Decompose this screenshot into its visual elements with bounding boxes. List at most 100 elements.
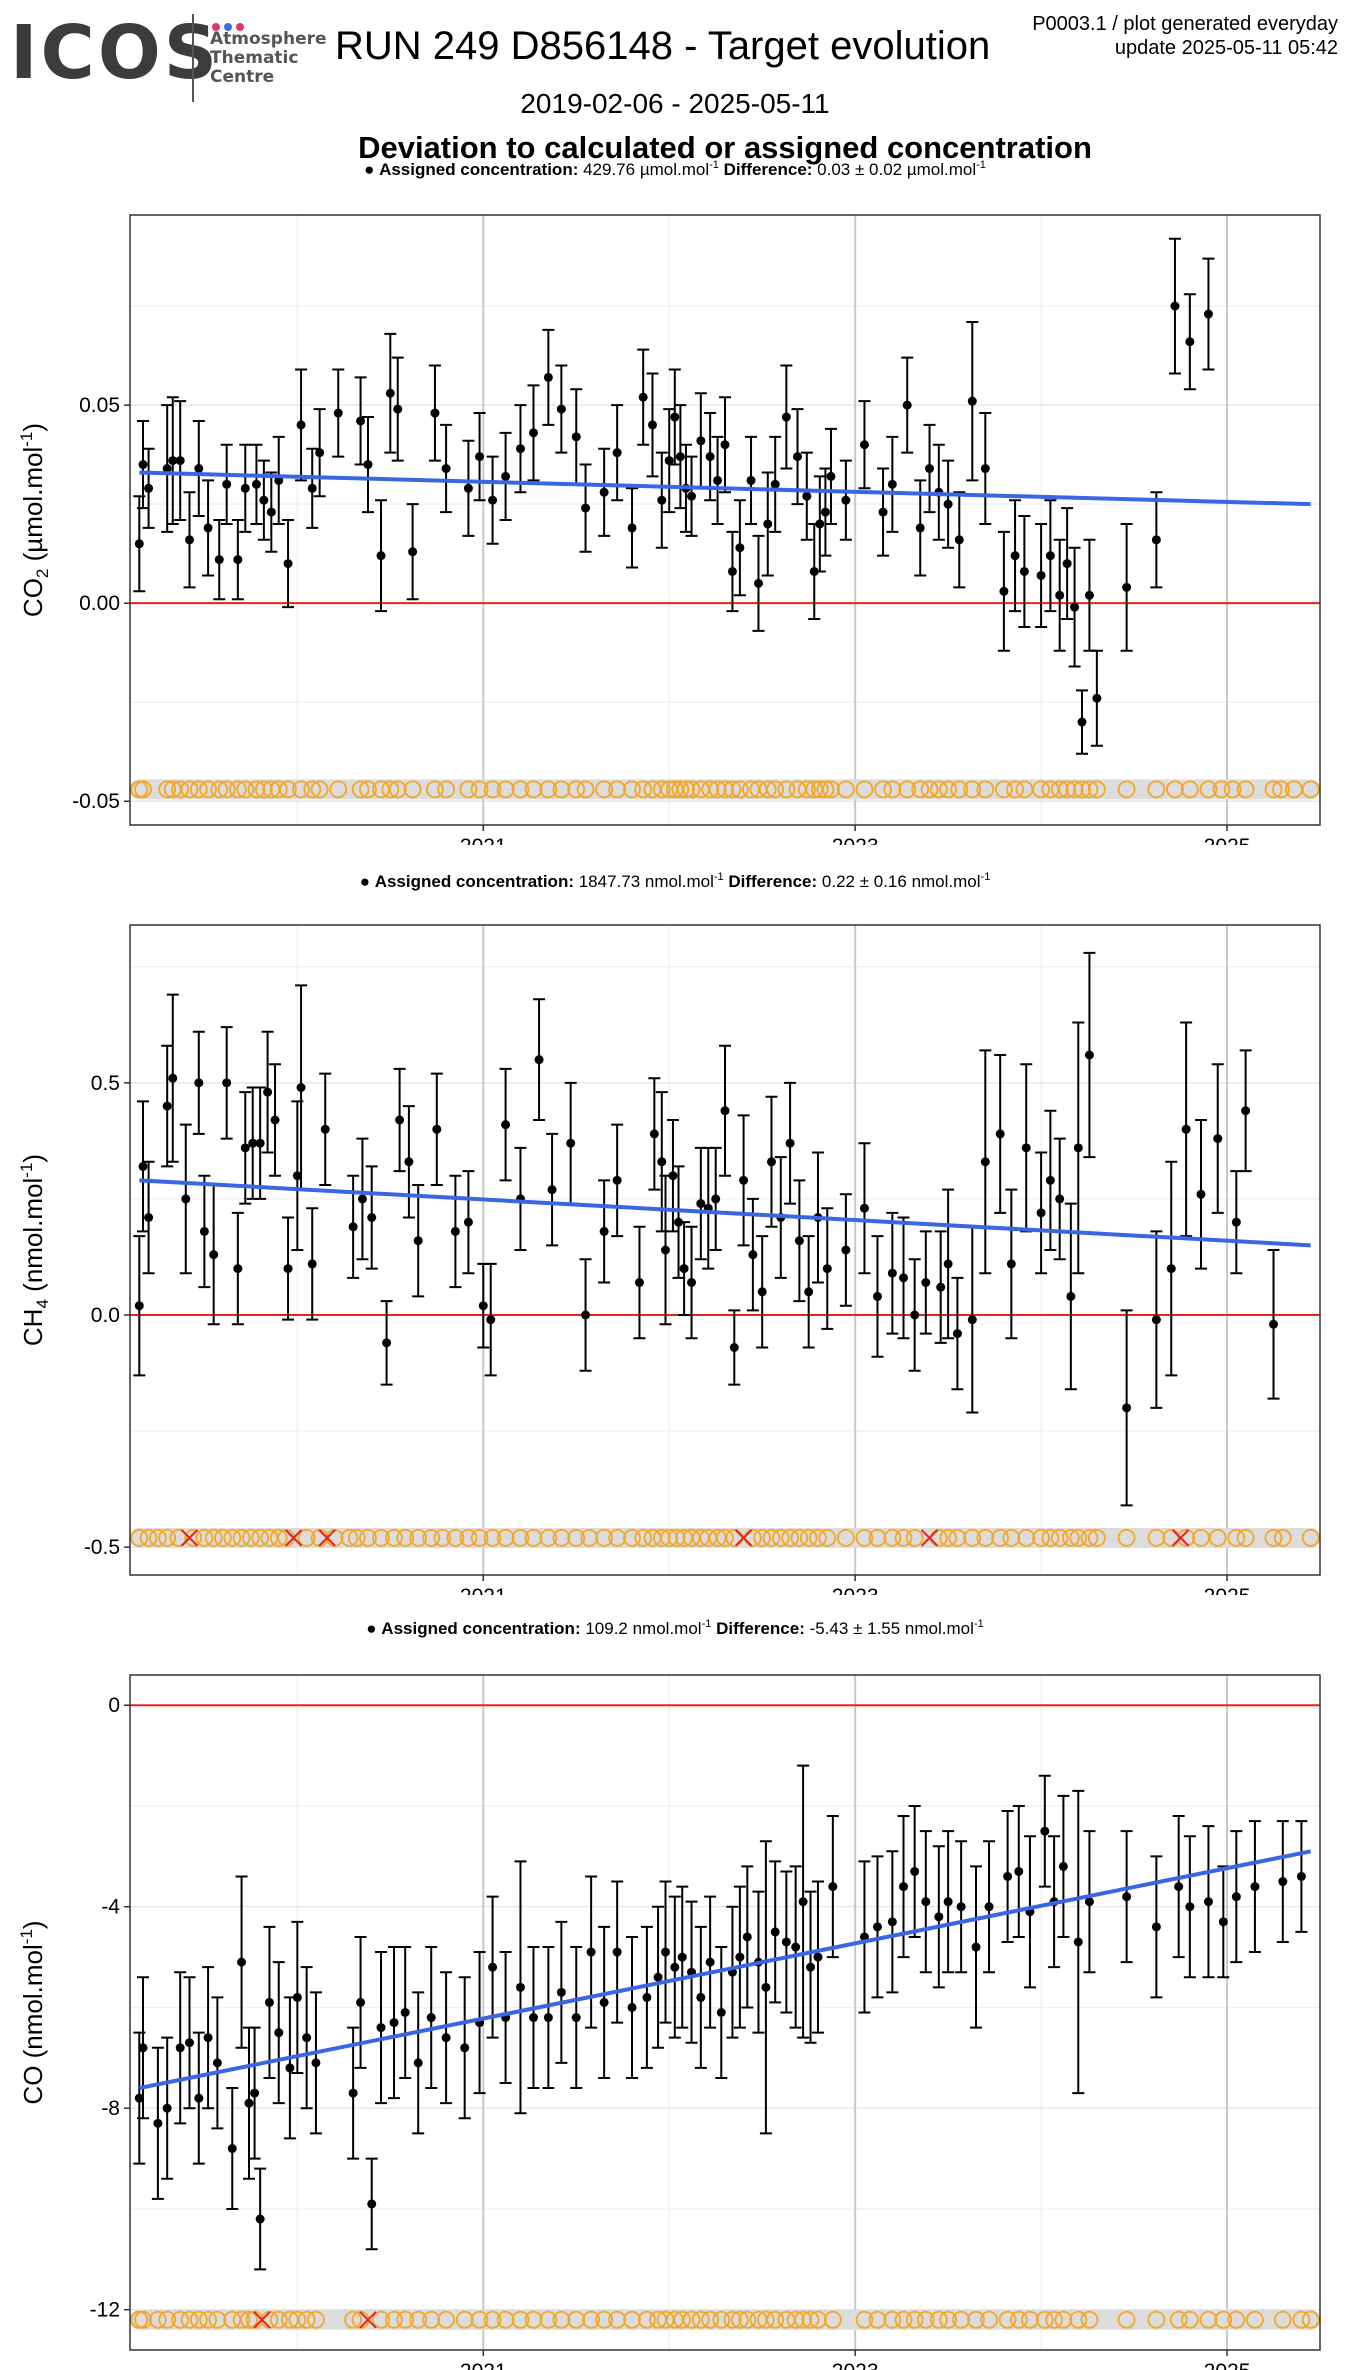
icos-logo: ICOS — [10, 10, 221, 96]
data-point — [802, 491, 812, 501]
data-point — [794, 1236, 804, 1246]
x-tick-label: 2025 — [1204, 2360, 1251, 2370]
valid-flag-marker — [524, 1528, 543, 1547]
data-point — [1014, 1866, 1024, 1876]
valid-flag-marker — [1080, 2310, 1099, 2329]
valid-flag-marker — [1246, 2310, 1264, 2329]
data-point — [144, 483, 154, 493]
valid-flag-marker — [677, 780, 695, 799]
valid-flag-marker — [385, 2310, 403, 2329]
data-point — [441, 2033, 451, 2043]
valid-flag-marker — [303, 780, 322, 799]
y-axis-label-main: CH — [18, 1309, 48, 1347]
data-point — [285, 2063, 295, 2073]
data-point — [556, 404, 566, 414]
valid-flag-marker — [708, 780, 727, 799]
valid-flag-marker — [950, 780, 969, 799]
data-point — [1185, 1902, 1195, 1912]
rejected-flag-marker — [920, 1529, 939, 1547]
data-point — [675, 452, 685, 462]
data-point — [664, 456, 674, 466]
data-point — [679, 1264, 689, 1274]
valid-flag-marker — [894, 2310, 913, 2329]
valid-flag-marker — [189, 2310, 208, 2329]
data-point — [813, 1952, 823, 1962]
valid-flag-marker — [217, 780, 236, 799]
valid-flag-marker — [1045, 2310, 1064, 2329]
data-point — [162, 464, 172, 474]
valid-flag-marker — [952, 2310, 971, 2329]
valid-flag-marker — [580, 1528, 599, 1547]
valid-flag-marker — [777, 780, 796, 799]
valid-flag-marker — [254, 780, 273, 799]
valid-flag-marker — [868, 1528, 887, 1547]
data-point — [677, 1952, 687, 1962]
data-point — [222, 1078, 232, 1088]
data-point — [255, 1138, 265, 1148]
valid-flag-marker — [269, 1528, 288, 1547]
data-point — [571, 432, 581, 442]
y-axis-label-unit: (µmol.mol — [18, 447, 48, 569]
valid-flag-marker — [794, 2310, 812, 2329]
valid-flag-marker — [738, 2310, 757, 2329]
data-point — [967, 1315, 977, 1325]
data-point — [887, 479, 897, 489]
legend-superscript: -1 — [976, 159, 986, 171]
data-point — [668, 1171, 678, 1181]
data-point — [556, 1987, 566, 1997]
co-panel: ● Assigned concentration: 109.2 nmol.mol… — [17, 1618, 1321, 2370]
x-tick-label: 2021 — [460, 2360, 507, 2370]
data-point — [971, 1942, 981, 1952]
data-point — [748, 1250, 758, 1260]
data-point — [781, 412, 791, 422]
data-point — [943, 1897, 953, 1907]
valid-flag-marker — [139, 1528, 158, 1547]
data-point — [1170, 301, 1180, 311]
data-point — [1073, 1937, 1083, 1947]
data-point — [488, 495, 498, 505]
valid-flag-marker — [1147, 780, 1166, 799]
valid-flag-marker — [483, 1528, 502, 1547]
data-point — [515, 444, 525, 454]
data-point — [138, 2043, 148, 2053]
valid-flag-marker — [1050, 1528, 1069, 1547]
data-point — [657, 1157, 667, 1167]
data-point — [296, 1083, 306, 1092]
valid-flag-marker — [1032, 1528, 1050, 1547]
data-point — [376, 551, 386, 561]
valid-flag-marker — [180, 2310, 199, 2329]
data-point — [1021, 1143, 1031, 1153]
data-point — [134, 539, 144, 549]
data-point — [753, 578, 763, 588]
data-point — [274, 2028, 284, 2038]
data-point — [227, 2144, 237, 2154]
data-point — [828, 1882, 838, 1892]
legend-diff-value: -5.43 ± 1.55 nmol.mol — [810, 1619, 974, 1638]
valid-flag-marker — [920, 780, 939, 799]
valid-flag-marker — [567, 780, 586, 799]
data-point — [450, 1226, 460, 1236]
valid-flag-marker — [552, 2310, 571, 2329]
valid-flag-marker — [998, 2310, 1017, 2329]
valid-flag-marker — [898, 780, 917, 799]
y-axis-label-superscript: -1 — [17, 1163, 36, 1178]
trend-line — [139, 470, 1311, 507]
data-point — [1151, 535, 1161, 545]
valid-flag-marker — [214, 1528, 232, 1547]
valid-flag-marker — [241, 1528, 260, 1547]
legend-label: Assigned concentration: — [381, 1619, 585, 1638]
valid-flag-marker — [158, 2310, 177, 2329]
valid-flag-marker — [816, 780, 835, 799]
data-point — [348, 2088, 358, 2098]
valid-flag-marker — [1061, 1528, 1080, 1547]
data-point — [534, 1055, 544, 1065]
data-point — [980, 464, 990, 474]
legend-text: ● Assigned concentration: 1847.73 nmol.m… — [360, 871, 991, 891]
data-point — [806, 1962, 816, 1972]
data-point — [954, 535, 964, 545]
valid-flag-marker — [660, 1528, 679, 1547]
valid-flag-marker — [786, 2310, 805, 2329]
valid-flag-marker — [701, 780, 720, 799]
co2-panel: ● Assigned concentration: 429.76 µmol.mo… — [17, 159, 1321, 845]
valid-flag-marker — [437, 780, 455, 799]
